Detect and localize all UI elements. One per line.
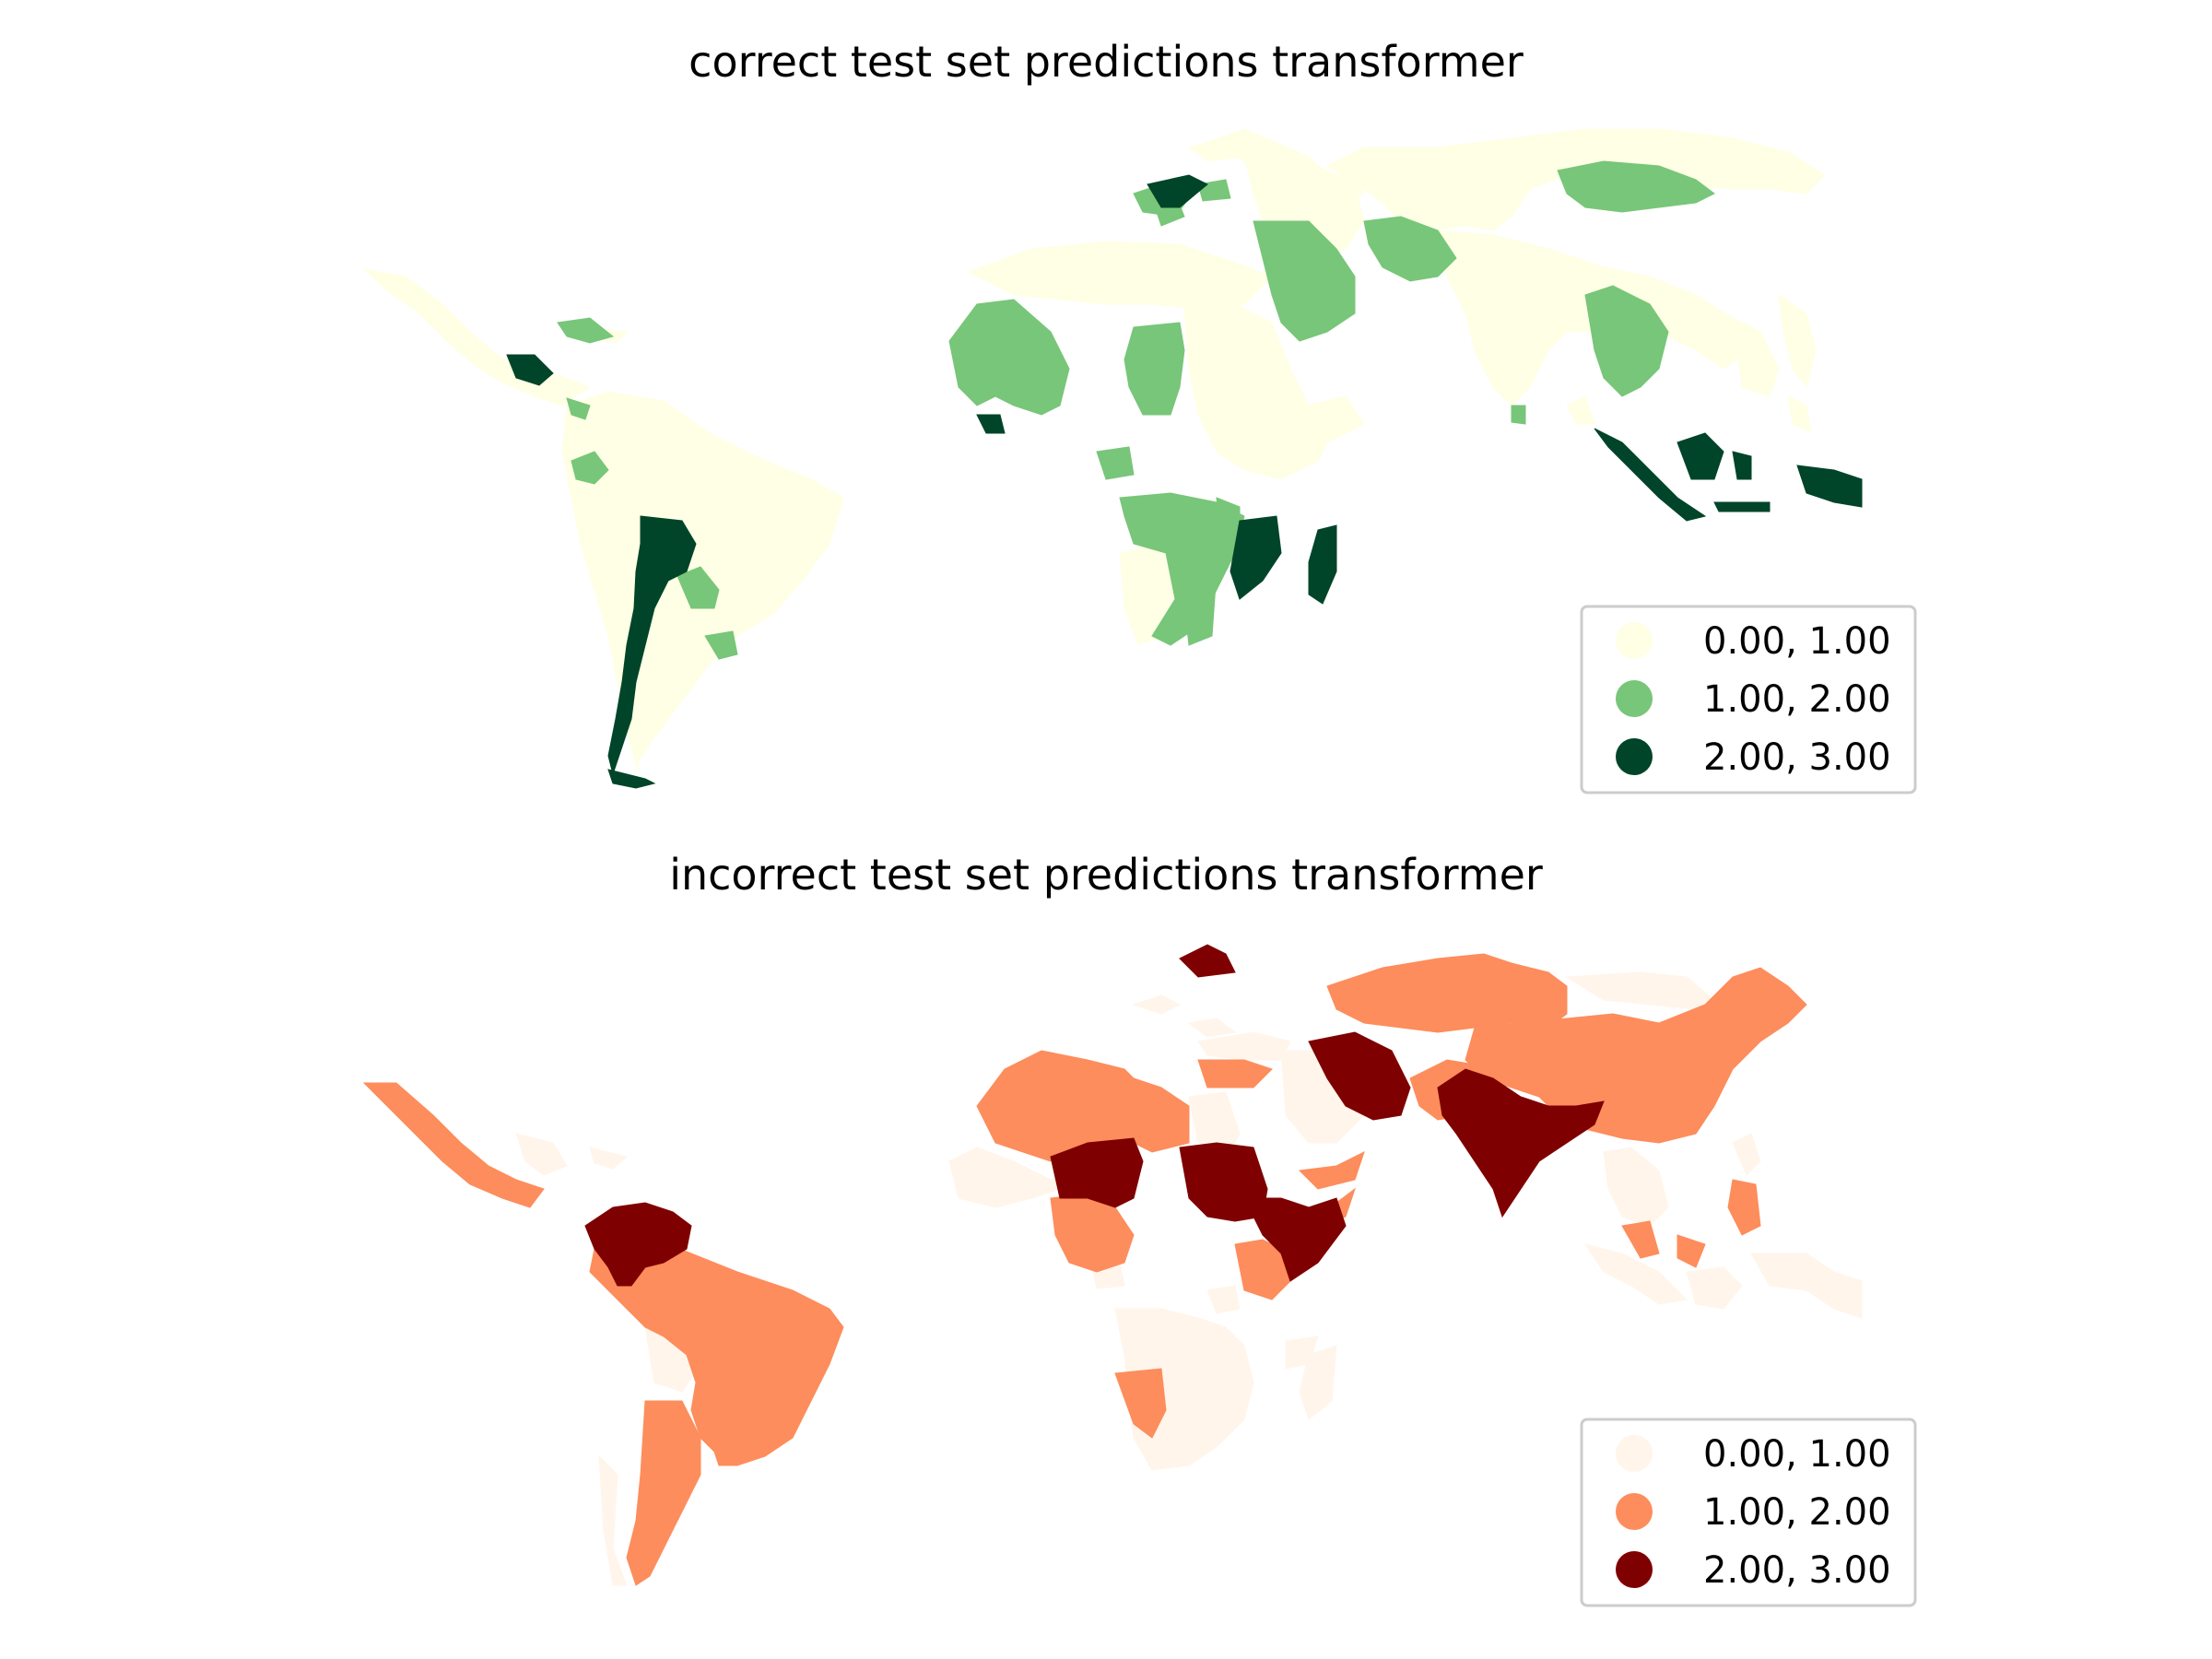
country-shape [1437, 1068, 1605, 1218]
country-shape [1179, 944, 1236, 978]
legend-label: 0.00, 1.00 [1703, 1433, 1891, 1476]
legend-box [1580, 1418, 1917, 1607]
country-shape [1197, 1031, 1291, 1061]
country-shape [1557, 160, 1715, 213]
legend-label: 2.00, 3.00 [1703, 1549, 1891, 1592]
country-shape [1299, 1345, 1337, 1420]
legend-swatch [1616, 622, 1653, 659]
legend-swatch [1616, 680, 1653, 717]
country-shape [515, 1133, 568, 1176]
map-title-incorrect: incorrect test set predictions transform… [669, 850, 1543, 900]
country-shape [1511, 405, 1526, 425]
country-shape [1363, 216, 1457, 282]
country-shape [635, 718, 651, 775]
map-title-correct: correct test set predictions transformer [688, 37, 1524, 87]
legend-label: 0.00, 1.00 [1703, 620, 1891, 663]
country-shape [607, 515, 697, 776]
region-mid-incorrect [362, 953, 1807, 1586]
country-shape [566, 397, 591, 420]
country-shape [709, 1437, 738, 1466]
country-shape [1096, 446, 1135, 480]
region-high-correct [506, 174, 1863, 789]
country-shape [1566, 395, 1595, 425]
country-shape [1778, 293, 1817, 389]
country-shape [1253, 220, 1356, 342]
map-correct: 0.00, 1.00 1.00, 2.00 2.00, 3.00 [362, 128, 1917, 794]
country-shape [966, 241, 1273, 310]
country-shape [1713, 501, 1771, 512]
country-shape [1124, 322, 1185, 416]
country-shape [598, 1454, 628, 1586]
country-shape [1465, 967, 1807, 1144]
country-shape [584, 1202, 692, 1287]
country-shape [1686, 1266, 1743, 1310]
country-shape [1621, 1220, 1660, 1259]
country-shape [1050, 1193, 1135, 1273]
legend-label: 2.00, 3.00 [1703, 736, 1891, 779]
legend-swatch [1616, 738, 1653, 775]
country-shape [362, 268, 592, 406]
country-shape [1206, 1285, 1241, 1314]
country-shape [1105, 1068, 1190, 1153]
legend-incorrect: 0.00, 1.00 1.00, 2.00 2.00, 3.00 [1580, 1418, 1917, 1607]
legend-box [1580, 605, 1917, 794]
country-shape [1183, 303, 1337, 480]
country-shape [1050, 1137, 1144, 1208]
country-shape [948, 299, 1070, 416]
country-shape [1565, 971, 1715, 1010]
country-shape [1243, 1197, 1347, 1282]
country-shape [1603, 1147, 1669, 1227]
country-shape [607, 769, 656, 789]
country-shape [1298, 1151, 1365, 1190]
country-shape [1147, 174, 1208, 208]
region-high-incorrect [584, 944, 1605, 1287]
country-shape [557, 317, 615, 344]
map-incorrect: 0.00, 1.00 1.00, 2.00 2.00, 3.00 [362, 944, 1917, 1607]
country-shape [362, 1082, 545, 1208]
region-low-incorrect [515, 971, 1863, 1586]
country-shape [1750, 1253, 1863, 1319]
country-shape [1197, 1059, 1273, 1088]
country-shape [1188, 1091, 1241, 1153]
country-shape [1326, 953, 1568, 1033]
legend-label: 1.00, 2.00 [1703, 1491, 1891, 1534]
legend-swatch [1616, 1493, 1653, 1530]
country-shape [1583, 1243, 1688, 1305]
country-shape [1132, 994, 1182, 1015]
country-shape [1677, 432, 1724, 480]
country-shape [1796, 465, 1863, 508]
country-shape [1308, 524, 1337, 605]
country-shape [626, 1400, 701, 1586]
legend-swatch [1616, 1435, 1653, 1472]
country-shape [1732, 317, 1780, 397]
country-shape [1727, 1179, 1761, 1236]
country-shape [1308, 395, 1365, 443]
country-shape [1732, 1133, 1761, 1176]
legend-swatch [1616, 1551, 1653, 1588]
country-shape [1787, 395, 1812, 434]
country-shape [1584, 285, 1669, 397]
legend-correct: 0.00, 1.00 1.00, 2.00 2.00, 3.00 [1580, 605, 1917, 794]
country-shape [589, 1147, 629, 1170]
country-shape [1594, 428, 1707, 522]
country-shape [704, 630, 738, 660]
country-shape [1114, 1368, 1167, 1439]
country-shape [1179, 561, 1218, 646]
legend-label: 1.00, 2.00 [1703, 678, 1891, 721]
country-shape [976, 414, 1006, 434]
country-shape [1308, 1031, 1411, 1121]
country-shape [506, 354, 554, 386]
country-shape [1230, 515, 1282, 600]
country-shape [677, 566, 720, 609]
country-shape [1677, 1234, 1706, 1268]
country-shape [1732, 451, 1752, 480]
country-shape [571, 451, 609, 485]
country-shape [1187, 1018, 1237, 1038]
